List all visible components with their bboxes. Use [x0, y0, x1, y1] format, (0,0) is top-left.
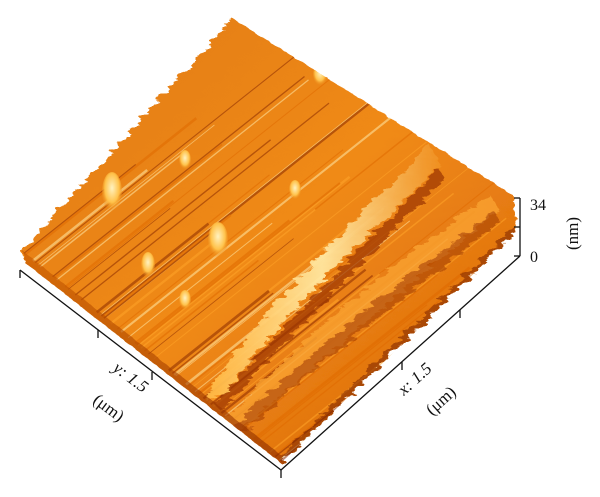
- peak-left: [102, 172, 122, 212]
- surface-streak: [255, 304, 428, 442]
- surface-streak: [127, 222, 273, 339]
- surface-streak: [134, 219, 290, 345]
- z-tick-label-bottom: 0: [530, 249, 538, 266]
- surface-streak: [64, 199, 175, 288]
- surface-streak: [66, 78, 331, 289]
- surface-streak: [109, 237, 219, 325]
- y-axis-unit: (μm): [90, 390, 128, 425]
- peak-small-3: [313, 64, 327, 86]
- surface-streak: [252, 266, 471, 441]
- x-axis-unit: (μm): [422, 382, 460, 419]
- dark-valley-2: [232, 212, 500, 436]
- surface-streak: [140, 208, 316, 349]
- surface-streak: [80, 102, 330, 301]
- surface-streak: [168, 289, 270, 372]
- surface-streak: [53, 143, 223, 279]
- surface-right-edge: [281, 226, 516, 463]
- surface-front-edge: [24, 252, 281, 463]
- y-axis-line: [19, 269, 282, 471]
- surface-streak: [103, 231, 213, 319]
- surface-streak: [135, 182, 341, 346]
- surface-streak: [120, 115, 393, 333]
- z-axis-unit: (nm): [563, 217, 582, 250]
- surface-streak: [32, 168, 149, 262]
- dark-valley: [215, 168, 445, 412]
- x-axis-line: [280, 255, 521, 471]
- surface-streak: [148, 238, 294, 355]
- axis-frame: [19, 197, 521, 478]
- surface-streak: [136, 175, 351, 347]
- peak-center: [208, 222, 228, 258]
- surface-streak: [67, 207, 171, 290]
- surface-streak: [153, 141, 428, 359]
- x-axis-label: x: 1.5: [393, 359, 435, 400]
- peak-small-2: [179, 150, 191, 170]
- z-tick-label-top: 34: [530, 197, 546, 214]
- surface-streak: [56, 79, 309, 281]
- peak-small-5: [179, 290, 191, 310]
- surface-streak: [100, 82, 395, 318]
- surface-streak: [171, 292, 274, 374]
- bright-ridge-main: [205, 145, 440, 400]
- y-axis-label: y: 1.5: [108, 357, 152, 397]
- surface-streak: [52, 75, 305, 278]
- surface-streak: [74, 139, 272, 296]
- surface-streak: [37, 124, 215, 266]
- surface-streak: [117, 149, 344, 330]
- surface-streak: [34, 33, 324, 264]
- peak-small-4: [289, 180, 301, 200]
- surface-streak: [144, 259, 259, 352]
- peak-small-1: [141, 252, 155, 278]
